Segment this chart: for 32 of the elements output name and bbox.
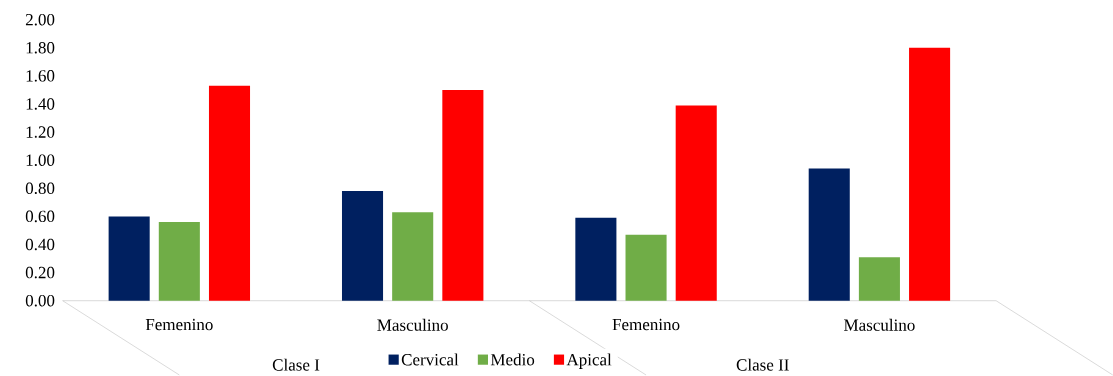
y-tick-label: 1.60 [26,69,55,82]
bar [341,190,384,301]
text: Clase I [272,358,320,371]
bar [808,168,850,301]
y-tick-label: 0.00 [25,294,55,307]
y-tick-label: 1.80 [26,41,55,54]
x-tick-label: Femenino [612,318,680,331]
x-tick-label: Femenino [145,318,213,331]
y-tick-label: 1.20 [26,126,55,138]
bar [158,221,200,301]
bar [858,256,900,301]
y-tick-label: 2.00 [25,13,55,26]
bar [625,234,667,301]
bar [392,212,434,301]
text: Clase II [736,358,789,371]
bar [208,85,251,301]
legend-label: Cervical [401,353,459,366]
y-tick-label: 1.00 [26,154,55,166]
bar [909,47,951,301]
bar [675,105,717,301]
legend-label: Apical [566,353,612,369]
bar [108,216,150,301]
y-tick-label: 0.60 [25,210,55,222]
bar [442,89,484,301]
y-tick-label: 0.80 [25,182,55,194]
x-tick-label: Masculino [844,318,915,331]
y-tick-label: 1.40 [26,98,55,110]
legend-label: Medio [490,353,535,366]
y-tick-label: 0.20 [25,266,55,279]
y-tick-label: 0.40 [25,238,55,251]
x-tick-label: Masculino [377,318,448,331]
bar [575,217,617,301]
